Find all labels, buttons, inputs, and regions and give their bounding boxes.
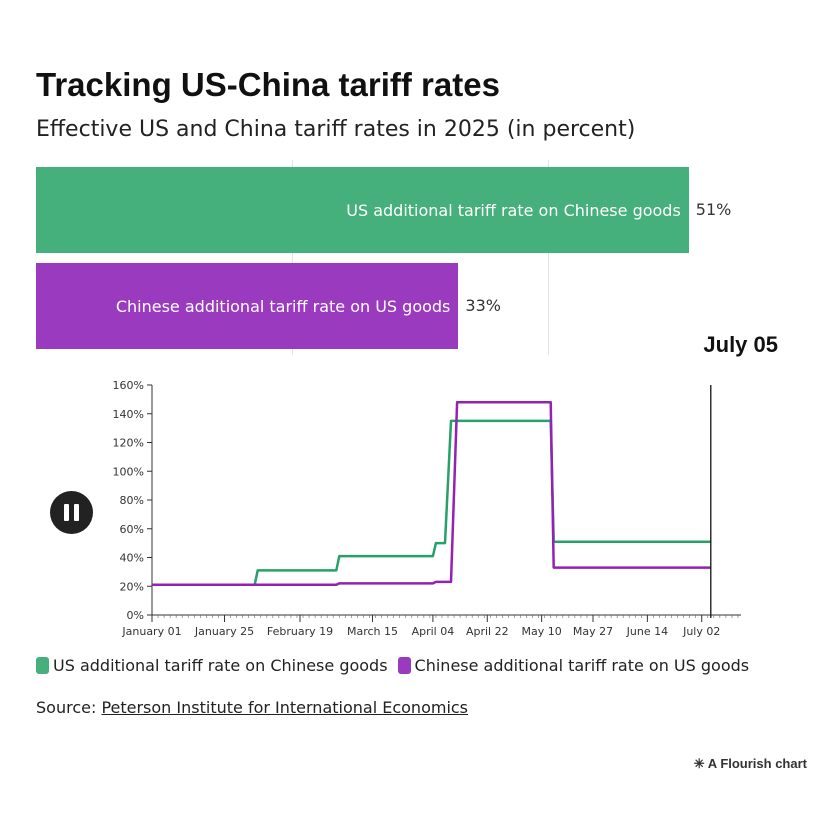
y-tick-label: 40% <box>120 552 144 565</box>
bar-value: 33% <box>465 296 501 315</box>
x-tick-label: April 22 <box>466 625 509 638</box>
series-line-china <box>152 401 711 587</box>
x-tick-label: July 02 <box>682 625 720 638</box>
y-tick-label: 20% <box>120 580 144 593</box>
x-tick-label: January 01 <box>121 625 181 638</box>
source-prefix: Source: <box>36 698 102 717</box>
x-tick-label: May 27 <box>573 625 613 638</box>
y-tick-label: 120% <box>113 437 144 450</box>
source: Source: Peterson Institute for Internati… <box>36 698 468 717</box>
legend-swatch <box>397 657 411 674</box>
legend-item-us[interactable]: US additional tariff rate on Chinese goo… <box>36 656 388 675</box>
x-tick-label: February 19 <box>267 625 333 638</box>
flourish-credit[interactable]: ✳ A Flourish chart <box>693 756 807 771</box>
y-tick-label: 140% <box>113 408 144 421</box>
legend-label: US additional tariff rate on Chinese goo… <box>53 656 388 675</box>
bar-value: 51% <box>695 200 732 219</box>
y-tick-label: 80% <box>120 494 144 507</box>
flourish-logo-icon: ✳ <box>693 756 708 771</box>
x-tick-label: June 14 <box>626 625 668 638</box>
chart-subtitle: Effective US and China tariff rates in 2… <box>36 117 636 142</box>
legend: US additional tariff rate on Chinese goo… <box>36 656 749 675</box>
x-tick-label: March 15 <box>347 625 398 638</box>
line-chart: 0% 20% 40% 60% 80% 100% 120% 140% 160% January 01… <box>113 379 741 638</box>
y-tick-label: 0% <box>127 609 144 622</box>
bar-china: Chinese additional tariff rate on US goo… <box>36 263 459 349</box>
x-tick-label: January 25 <box>194 625 254 638</box>
legend-swatch <box>36 657 49 674</box>
bar-us: US additional tariff rate on Chinese goo… <box>36 167 689 253</box>
legend-label: Chinese additional tariff rate on US goo… <box>414 656 750 675</box>
x-tick-label: April 04 <box>412 625 455 638</box>
bar-label: Chinese additional tariff rate on US goo… <box>115 296 451 316</box>
current-date-label: July 05 <box>703 332 778 357</box>
bar-label: US additional tariff rate on Chinese goo… <box>346 200 681 220</box>
y-tick-label: 60% <box>120 523 144 536</box>
legend-item-china[interactable]: Chinese additional tariff rate on US goo… <box>397 656 750 675</box>
source-link[interactable]: Peterson Institute for International Eco… <box>101 698 469 717</box>
x-tick-label: May 10 <box>522 625 562 638</box>
gridline <box>292 160 293 355</box>
series-line-us <box>152 419 711 587</box>
gridline <box>548 160 549 355</box>
pause-button[interactable] <box>50 491 93 534</box>
chart-title: Tracking US-China tariff rates <box>36 66 500 103</box>
y-tick-label: 100% <box>113 465 144 478</box>
y-tick-label: 160% <box>113 379 144 392</box>
